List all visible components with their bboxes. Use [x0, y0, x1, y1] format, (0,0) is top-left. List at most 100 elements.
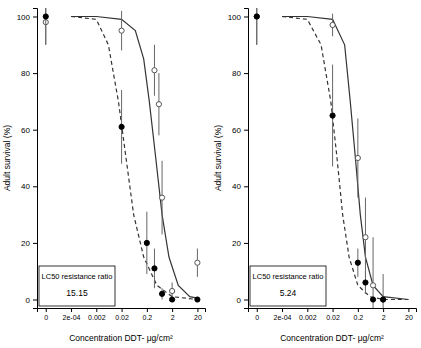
data-point [381, 297, 386, 302]
y-tick: 40 [232, 182, 248, 191]
plot-area [43, 8, 200, 302]
y-tick-mark [33, 243, 37, 244]
y-axis: 020406080100 [17, 9, 38, 309]
data-point [170, 288, 175, 293]
fit-curve [282, 16, 408, 299]
x-tick: 0 [44, 308, 48, 321]
x-tick-mark [147, 308, 148, 312]
y-axis-title: Adult survival (%) [213, 125, 223, 191]
data-point [363, 280, 368, 285]
x-tick: 2e-04 [63, 308, 81, 321]
x-tick: 2 [171, 308, 175, 321]
y-tick-mark [244, 300, 248, 301]
x-axis-line [38, 309, 206, 313]
annotation-label: LC50 resistance ratio [253, 272, 324, 281]
data-point [195, 297, 200, 302]
x-tick-mark [307, 308, 308, 312]
x-tick-label: 0 [44, 314, 48, 321]
x-tick-mark [383, 308, 384, 312]
y-tick-mark [33, 300, 37, 301]
y-tick: 0 [237, 296, 248, 305]
panel: 02e-040.0020.020.2220020406080100Concent… [2, 0, 206, 343]
x-tick-mark [96, 308, 97, 312]
error-bar [383, 274, 384, 308]
x-tick: 0.002 [299, 308, 317, 321]
y-tick-label: 80 [232, 69, 241, 78]
data-point [355, 260, 360, 265]
fit-curve [282, 16, 408, 299]
y-tick-label: 40 [21, 182, 30, 191]
y-tick: 100 [17, 13, 37, 22]
y-tick-mark [33, 16, 37, 17]
y-tick-label: 100 [17, 13, 31, 22]
data-point [119, 124, 124, 129]
x-tick-label: 2e-04 [274, 314, 292, 321]
data-point [144, 240, 149, 245]
x-tick-label: 2 [382, 314, 386, 321]
annotation: LC50 resistance ratio5.24 [250, 266, 326, 306]
x-tick-mark [122, 308, 123, 312]
x-tick-label: 2e-04 [63, 314, 81, 321]
y-tick-label: 40 [232, 182, 241, 191]
y-axis-line [33, 9, 38, 309]
y-axis-line [244, 9, 249, 309]
data-point [159, 195, 164, 200]
x-tick-mark [197, 308, 198, 312]
y-tick-label: 20 [21, 239, 30, 248]
x-tick-label: 0.02 [115, 314, 129, 321]
annotation-box [39, 266, 115, 306]
x-tick-mark [408, 308, 409, 312]
y-tick: 100 [228, 13, 248, 22]
x-tick-mark [46, 308, 47, 312]
y-tick: 80 [232, 69, 248, 78]
x-tick-label: 20 [405, 314, 413, 321]
y-tick-label: 0 [26, 296, 31, 305]
x-axis-line [249, 309, 417, 313]
x-tick-label: 0.002 [299, 314, 317, 321]
y-tick-mark [33, 73, 37, 74]
x-tick: 2 [382, 308, 386, 321]
data-point [119, 28, 124, 33]
x-tick: 2e-04 [274, 308, 292, 321]
x-tick: 0.2 [353, 308, 363, 321]
y-tick-label: 100 [228, 13, 242, 22]
x-tick-label: 0 [255, 314, 259, 321]
data-point [152, 68, 157, 73]
y-tick: 20 [21, 239, 37, 248]
annotation-value: 15.15 [66, 288, 88, 298]
y-tick-label: 80 [21, 69, 30, 78]
data-point [43, 14, 48, 19]
y-tick-mark [244, 130, 248, 131]
data-point [254, 14, 259, 19]
data-point [195, 260, 200, 265]
data-point [330, 22, 335, 27]
data-point [156, 102, 161, 107]
x-tick-mark [257, 308, 258, 312]
x-tick-label: 0.2 [353, 314, 363, 321]
x-tick: 0 [255, 308, 259, 321]
data-point [254, 14, 259, 19]
x-tick-label: 20 [194, 314, 202, 321]
y-tick-mark [244, 243, 248, 244]
x-tick-label: 0.2 [142, 314, 152, 321]
x-tick-mark [71, 308, 72, 312]
y-tick-mark [244, 186, 248, 187]
x-tick-mark [333, 308, 334, 312]
x-tick: 0.02 [115, 308, 129, 321]
x-tick: 0.2 [142, 308, 152, 321]
data-point [355, 155, 360, 160]
x-tick-mark [282, 308, 283, 312]
fit-curve [71, 16, 197, 299]
x-tick-mark [358, 308, 359, 312]
y-tick: 0 [26, 296, 37, 305]
x-axis-title: Concentration DDT- μg/cm² [69, 333, 173, 343]
x-axis-title: Concentration DDT- μg/cm² [280, 333, 384, 343]
y-tick-mark [33, 186, 37, 187]
panel: 02e-040.0020.020.2220020406080100Concent… [213, 0, 417, 343]
data-point [370, 283, 375, 288]
y-tick-label: 0 [237, 296, 242, 305]
data-point [330, 113, 335, 118]
x-axis: 0 2e-04 0.002 0.02 0.2 2 20 [249, 308, 417, 321]
fit-curve [71, 16, 197, 298]
x-tick-label: 0.02 [326, 314, 340, 321]
